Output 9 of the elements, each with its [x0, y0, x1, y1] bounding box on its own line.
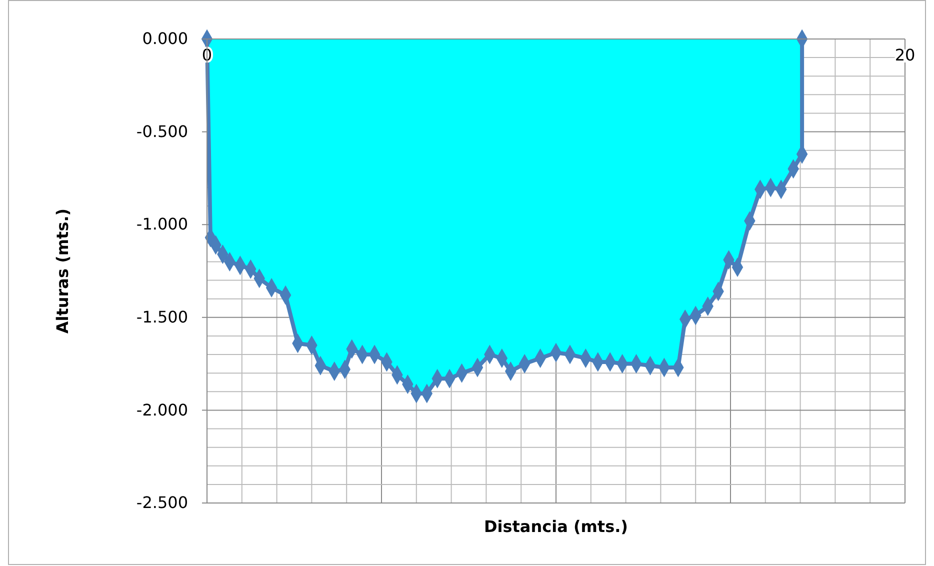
y-tick-label: -2.000 — [136, 400, 188, 420]
y-tick-label: -1.000 — [136, 214, 188, 234]
y-axis-title: Alturas (mts.) — [53, 208, 72, 334]
x-tick-label: 20 — [894, 45, 916, 64]
y-tick-label: -1.500 — [136, 308, 188, 327]
y-tick-label: -0.500 — [136, 122, 188, 141]
x-axis-title: Distancia (mts.) — [484, 517, 628, 536]
y-tick-label: 0.000 — [142, 29, 188, 48]
y-tick-label: -2.500 — [136, 493, 188, 512]
